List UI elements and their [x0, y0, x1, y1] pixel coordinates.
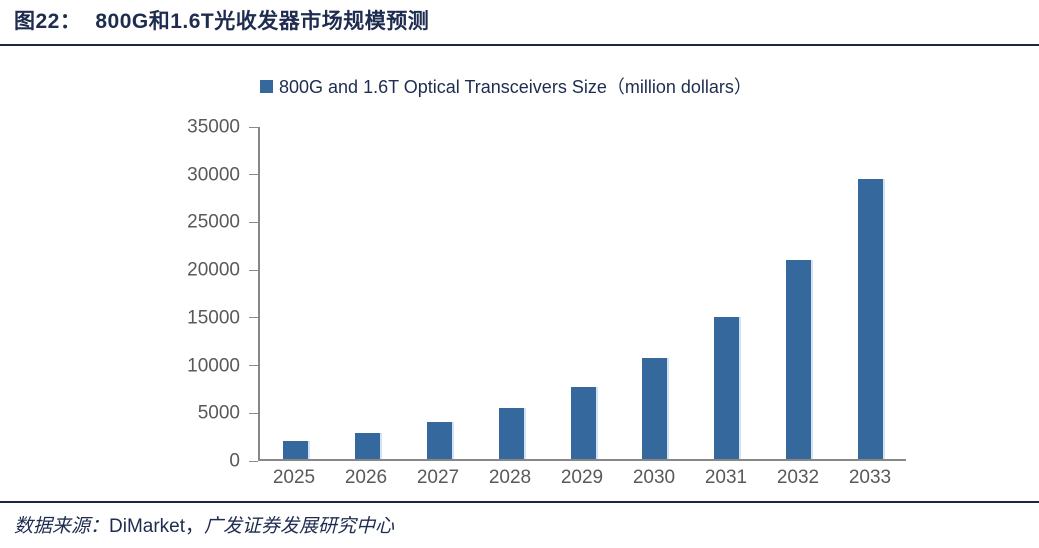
source-note: 数据来源：DiMarket，广发证券发展研究中心	[14, 511, 394, 538]
x-tick-label-2032: 2032	[776, 467, 820, 488]
y-tick-label: 10000	[187, 355, 240, 377]
x-tick-label-2028: 2028	[488, 467, 532, 488]
bar-2028	[498, 407, 524, 459]
source-suffix: 广发证券发展研究中心	[204, 515, 395, 537]
plot-area	[258, 127, 906, 461]
y-tick-mark	[249, 221, 258, 223]
y-tick-mark	[249, 460, 258, 462]
y-tick-mark	[249, 269, 258, 271]
x-tick-label-2033: 2033	[848, 467, 892, 488]
bar-2031	[714, 316, 740, 459]
x-tick-label-2029: 2029	[560, 467, 604, 488]
title-divider-line	[0, 44, 1039, 46]
figure-title: 图22： 800G和1.6T光收发器市场规模预测	[14, 5, 429, 35]
y-tick-label: 25000	[187, 211, 240, 233]
y-tick-label: 5000	[197, 402, 240, 424]
y-tick-mark	[249, 174, 258, 176]
x-tick-label-2031: 2031	[704, 467, 748, 488]
bar-2025	[283, 440, 309, 459]
y-axis-labels: 0 5000 10000 15000 20000 25000 30000 35000	[150, 118, 240, 471]
source-name: DiMarket，	[109, 516, 205, 537]
figure-number: 图22：	[14, 10, 82, 33]
chart-legend: 800G and 1.6T Optical Transceivers Size（…	[260, 73, 752, 99]
y-tick-label: 0	[229, 450, 240, 472]
x-tick-label-2025: 2025	[272, 467, 316, 488]
x-tick-label-2030: 2030	[632, 467, 676, 488]
bar-2026	[355, 432, 381, 459]
y-tick-mark	[249, 412, 258, 414]
x-axis-labels: 2025 2026 2027 2028 2029 2030 2031 2032 2033	[258, 467, 906, 489]
x-tick-label-2026: 2026	[344, 467, 388, 488]
y-tick-mark	[249, 126, 258, 128]
y-tick-mark	[249, 365, 258, 367]
y-tick-label: 35000	[187, 116, 240, 138]
figure-bottom-line	[0, 501, 1039, 503]
y-tick-label: 15000	[187, 307, 240, 329]
bar-2033	[857, 179, 883, 459]
bar-2030	[642, 358, 668, 459]
bar-2029	[570, 386, 596, 459]
legend-label: 800G and 1.6T Optical Transceivers Size（…	[279, 77, 752, 97]
legend-swatch-icon	[260, 79, 273, 93]
y-tick-mark	[249, 317, 258, 319]
y-tick-label: 20000	[187, 259, 240, 281]
bar-2032	[785, 259, 811, 459]
x-tick-label-2027: 2027	[416, 467, 460, 488]
y-tick-label: 30000	[187, 164, 240, 186]
figure-title-text: 800G和1.6T光收发器市场规模预测	[95, 10, 430, 33]
y-axis-tick-marks	[249, 126, 258, 462]
source-prefix: 数据来源：	[14, 515, 110, 537]
bar-2027	[426, 422, 452, 459]
